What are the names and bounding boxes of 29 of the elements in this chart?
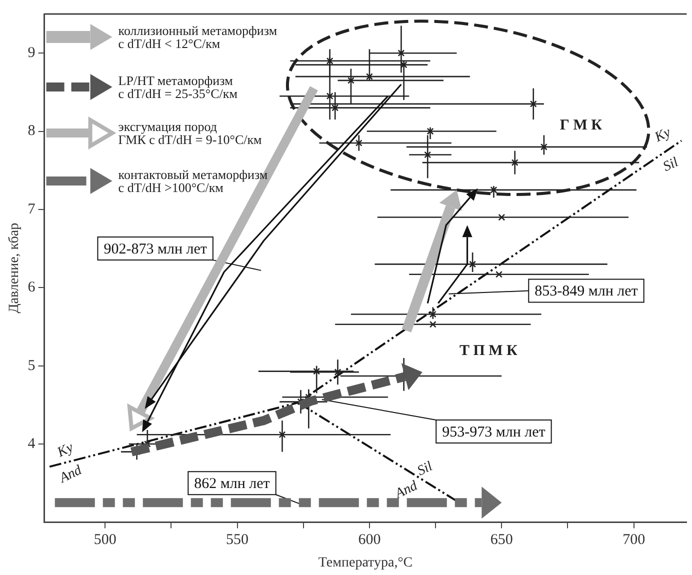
annotation: 953-973 млн лет [442, 424, 546, 440]
x-tick-label: 700 [622, 532, 646, 548]
annotation: контактовый метаморфизм с dT/dH >100°C/км [118, 167, 268, 195]
annotation: Sil [415, 459, 436, 480]
annotation: эксгумация пород ГМК с dT/dH = 9-10°C/км [118, 119, 262, 147]
annotation: Ky [652, 124, 674, 146]
annotation: коллизионный метаморфизм с dT/dH < 12°C/км [118, 23, 278, 51]
x-tick-label: 500 [94, 532, 116, 548]
annotation: And [56, 462, 86, 487]
x-tick-label: 650 [490, 532, 513, 548]
y-axis-title: Давление, кбар [7, 222, 22, 314]
annotation: 902-873 млн лет [104, 241, 208, 258]
x-tick-label: 550 [226, 532, 249, 548]
y-tick-label: 6 [28, 280, 36, 296]
annotation: 862 млн лет [194, 476, 270, 492]
annotation: Ky [54, 440, 76, 462]
annotation: Г М К [560, 118, 602, 134]
y-tick-label: 7 [28, 201, 36, 218]
annotation: And [392, 478, 421, 502]
annotation: Т П М К [459, 342, 518, 359]
y-tick-label: 4 [28, 436, 36, 452]
y-tick-label: 9 [28, 45, 36, 62]
annotation: LP/HT метаморфизм с dT/dH = 25-35°C/км [118, 73, 238, 101]
x-tick-label: 600 [358, 532, 381, 548]
x-axis-title: Температура,°C [318, 555, 413, 570]
y-tick-label: 5 [28, 358, 36, 374]
annotation: Sil [661, 155, 681, 176]
y-tick-label: 8 [28, 123, 36, 140]
annotation: 853-849 млн лет [534, 284, 638, 300]
